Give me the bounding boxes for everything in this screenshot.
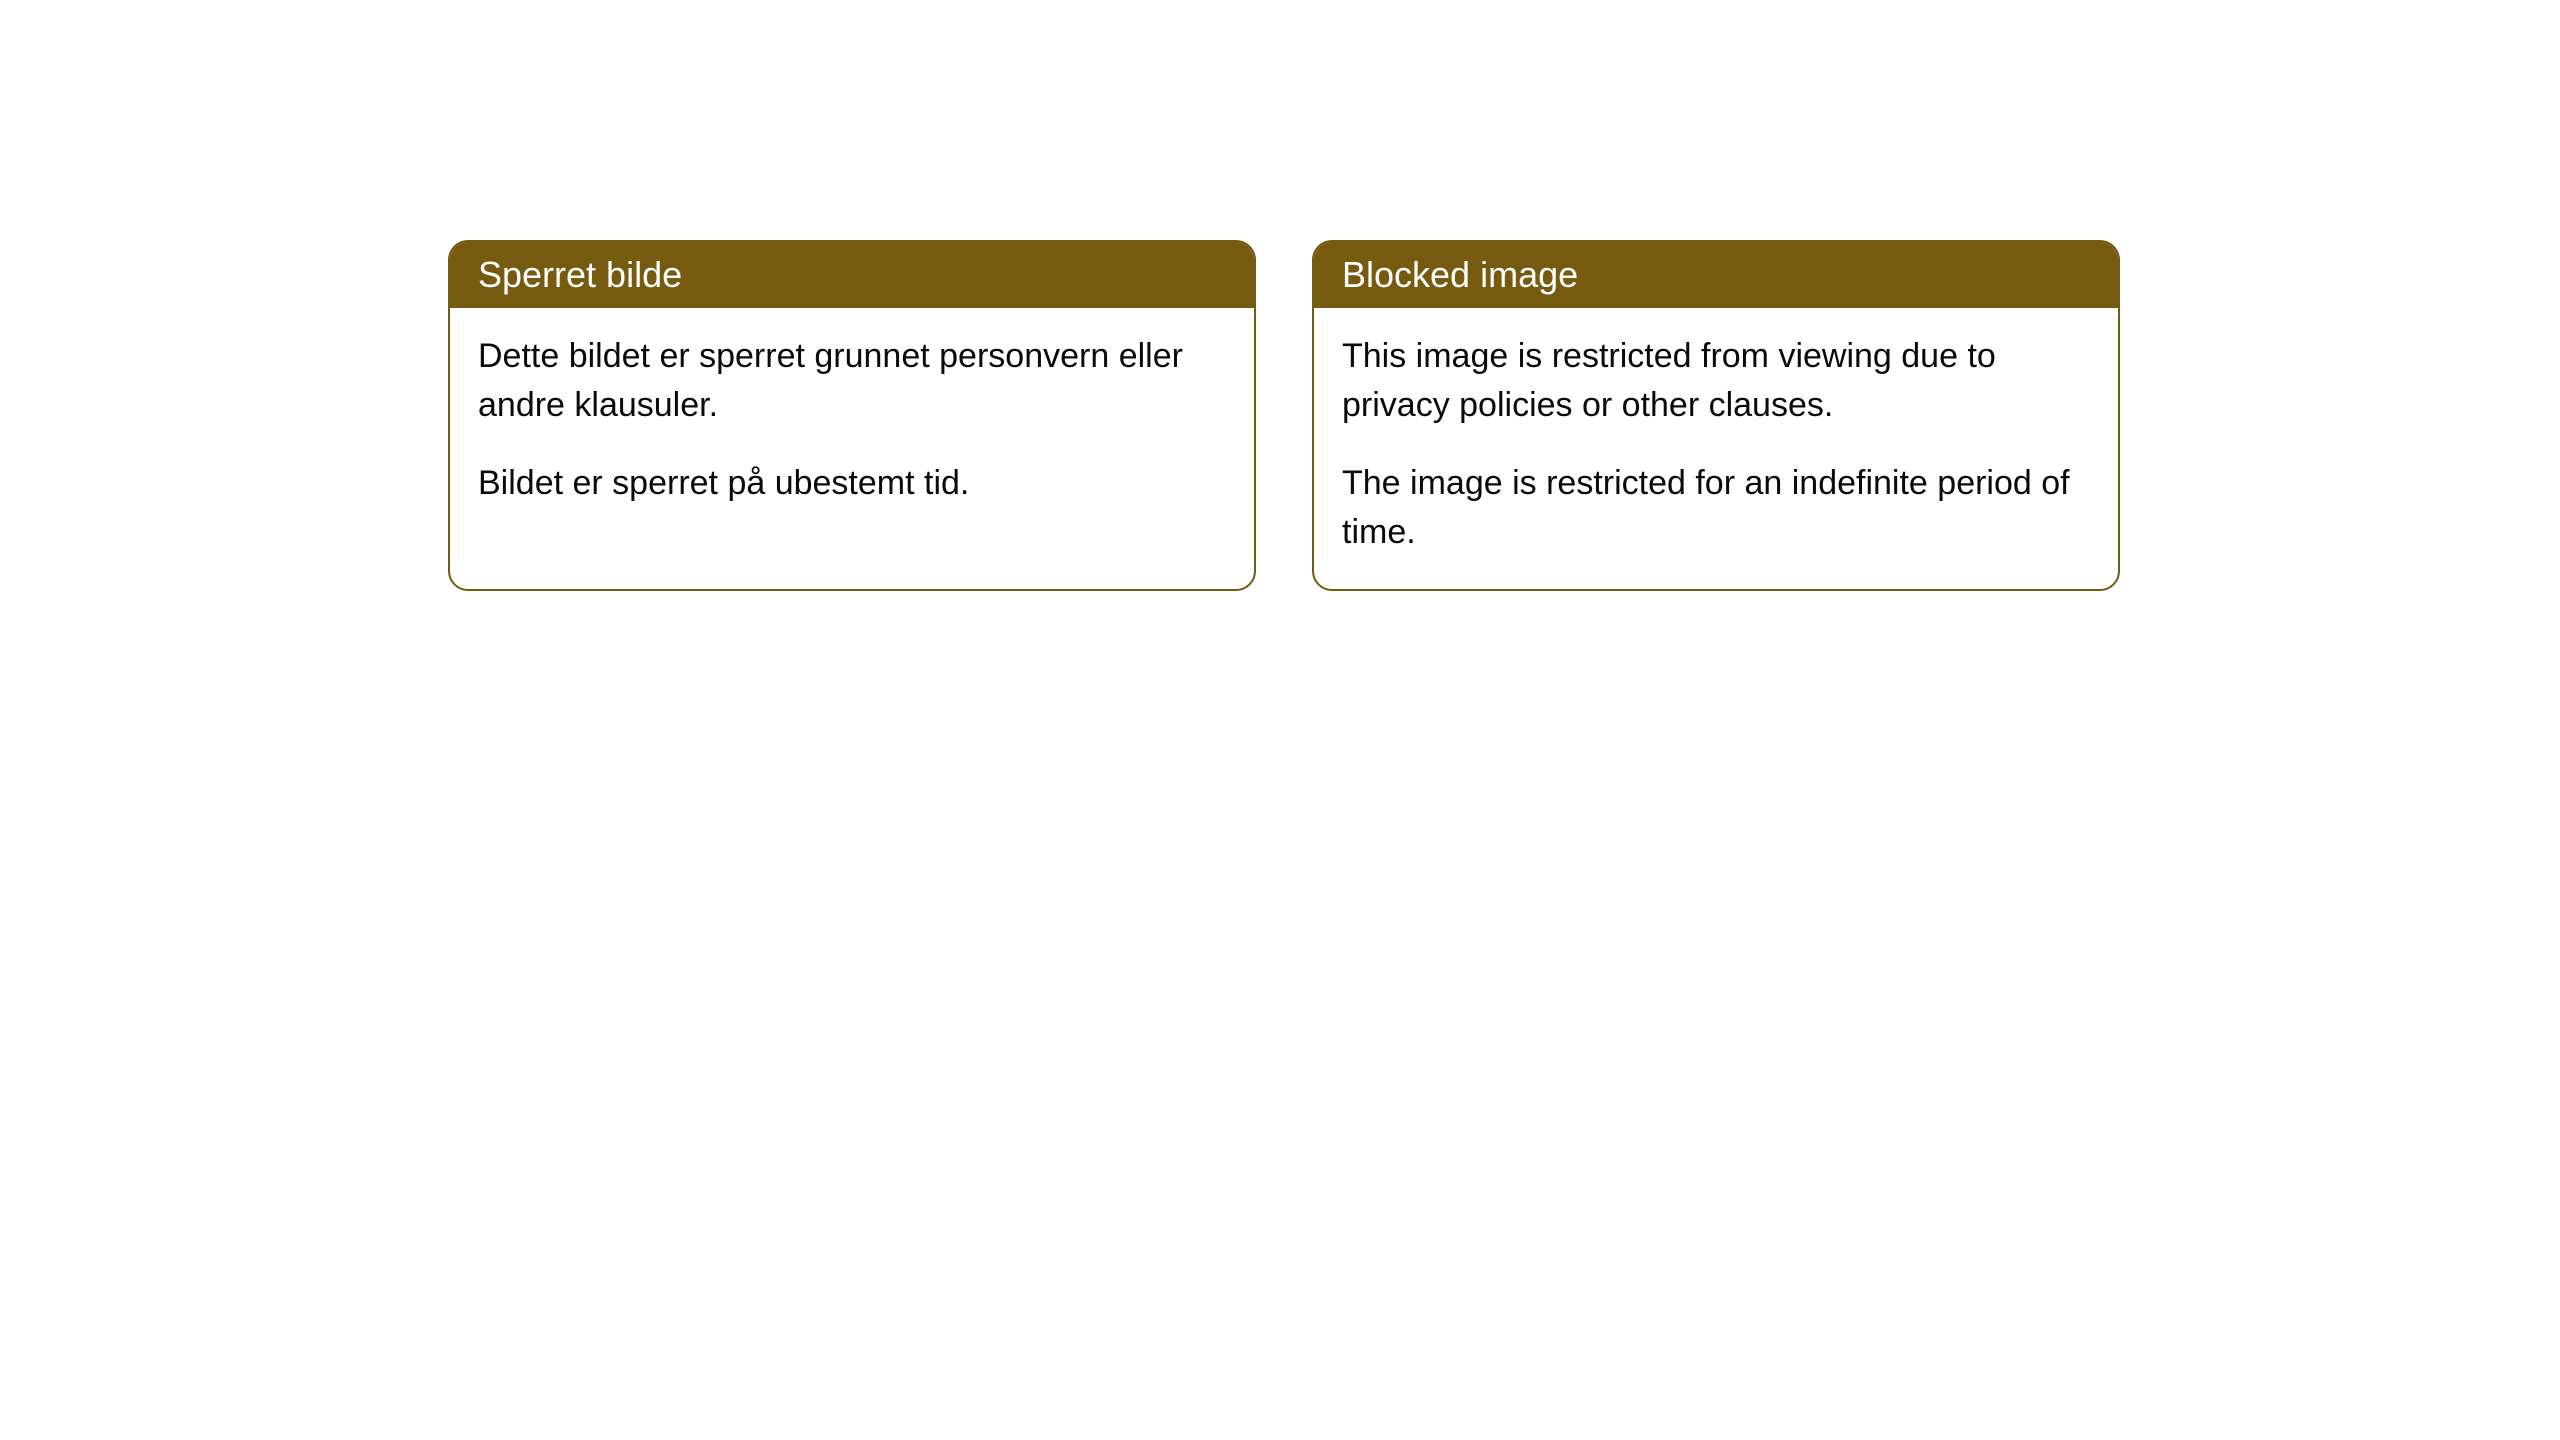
card-paragraph: The image is restricted for an indefinit… — [1342, 459, 2090, 558]
card-header-norwegian: Sperret bilde — [450, 242, 1254, 308]
card-body-norwegian: Dette bildet er sperret grunnet personve… — [450, 308, 1254, 540]
card-title: Sperret bilde — [478, 254, 682, 295]
notice-cards-container: Sperret bilde Dette bildet er sperret gr… — [448, 240, 2560, 591]
card-header-english: Blocked image — [1314, 242, 2118, 308]
notice-card-norwegian: Sperret bilde Dette bildet er sperret gr… — [448, 240, 1256, 591]
card-paragraph: Bildet er sperret på ubestemt tid. — [478, 459, 1226, 508]
card-paragraph: This image is restricted from viewing du… — [1342, 332, 2090, 431]
card-body-english: This image is restricted from viewing du… — [1314, 308, 2118, 589]
card-title: Blocked image — [1342, 254, 1578, 295]
notice-card-english: Blocked image This image is restricted f… — [1312, 240, 2120, 591]
card-paragraph: Dette bildet er sperret grunnet personve… — [478, 332, 1226, 431]
